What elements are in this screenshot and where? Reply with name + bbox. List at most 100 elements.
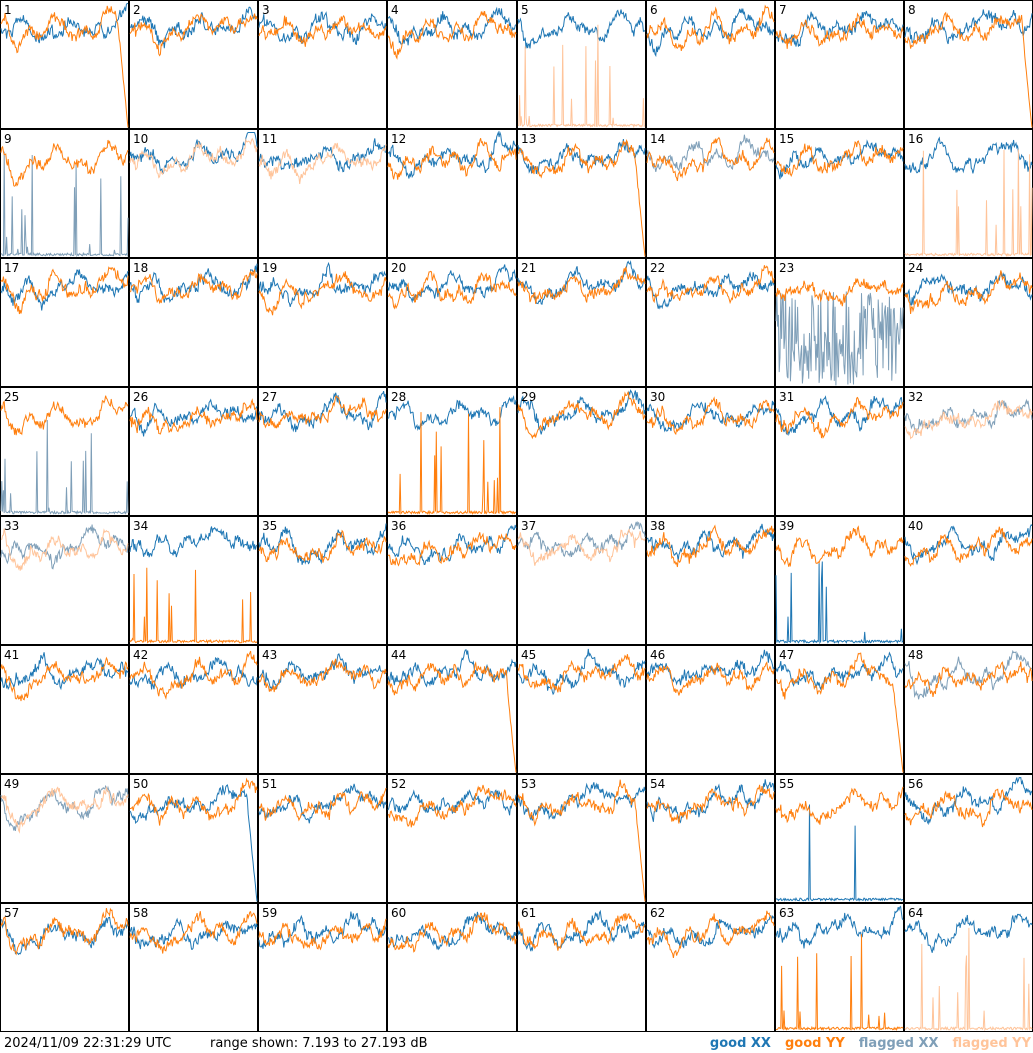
- panel-label: 11: [262, 132, 277, 146]
- panel-label: 36: [391, 519, 406, 533]
- series-yy-panel-28: [387, 407, 517, 516]
- panel-label: 13: [521, 132, 536, 146]
- panel-24: 24: [904, 258, 1033, 387]
- panel-label: 50: [133, 777, 148, 791]
- panel-52: 52: [387, 774, 517, 903]
- panel-label: 3: [262, 3, 270, 17]
- panel-31: 31: [775, 387, 904, 516]
- panel-5: 5: [517, 0, 646, 129]
- panel-frame: [0, 387, 129, 516]
- series-yy-panel-50: [130, 777, 258, 826]
- panel-frame: [904, 645, 1033, 774]
- panel-label: 4: [391, 3, 399, 17]
- panel-label: 40: [908, 519, 923, 533]
- panel-13: 13: [517, 129, 646, 258]
- series-xx-panel-10: [129, 132, 258, 174]
- series-yy-panel-3: [258, 14, 387, 47]
- series-yy-panel-36: [387, 532, 517, 567]
- series-yy-panel-63: [775, 934, 904, 1031]
- panel-label: 32: [908, 390, 923, 404]
- series-yy-panel-45: [517, 654, 646, 693]
- panel-frame: [129, 903, 258, 1032]
- series-yy-panel-37: [517, 528, 646, 566]
- series-yy-panel-41: [0, 656, 129, 702]
- series-yy-panel-53: [517, 779, 646, 902]
- panel-37: 37: [517, 516, 646, 645]
- series-xx-panel-58: [129, 917, 258, 950]
- panel-label: 22: [650, 261, 665, 275]
- panel-label: 26: [133, 390, 148, 404]
- series-xx-panel-52: [387, 789, 517, 816]
- panel-53: 53: [517, 774, 646, 903]
- series-xx-panel-11: [258, 138, 386, 173]
- series-yy-panel-22: [646, 265, 775, 305]
- panel-4: 4: [387, 0, 517, 129]
- series-yy-panel-16: [904, 149, 1033, 257]
- panel-label: 12: [391, 132, 406, 146]
- panel-frame: [0, 903, 129, 1032]
- panel-label: 58: [133, 906, 148, 920]
- panel-frame: [129, 0, 258, 129]
- panel-label: 28: [391, 390, 406, 404]
- panel-12: 12: [387, 129, 517, 258]
- series-yy-panel-55: [775, 786, 904, 825]
- series-xx-panel-34: [129, 526, 258, 558]
- series-yy-panel-7: [775, 12, 904, 49]
- series-xx-panel-51: [258, 783, 387, 824]
- panel-frame: [387, 645, 517, 774]
- panel-62: 62: [646, 903, 775, 1032]
- series-yy-panel-60: [387, 912, 517, 953]
- series-yy-panel-20: [387, 270, 517, 310]
- timestamp: 2024/11/09 22:31:29 UTC: [4, 1036, 172, 1051]
- series-yy-panel-24: [904, 270, 1033, 315]
- series-xx-panel-15: [775, 139, 904, 180]
- series-xx-panel-59: [258, 911, 387, 949]
- series-yy-panel-4: [387, 10, 517, 60]
- panel-frame: [258, 516, 387, 645]
- panel-label: 62: [650, 906, 665, 920]
- series-xx-panel-28: [387, 395, 517, 431]
- series-xx-panel-29: [517, 389, 646, 435]
- panel-frame: [258, 258, 387, 387]
- series-xx-panel-9: [0, 151, 129, 258]
- panel-frame: [775, 645, 904, 774]
- series-xx-panel-53: [517, 782, 646, 821]
- series-xx-panel-48: [904, 649, 1033, 700]
- series-xx-panel-16: [904, 136, 1033, 174]
- series-xx-panel-41: [0, 652, 129, 691]
- panel-frame: [775, 516, 904, 645]
- panel-16: 16: [904, 129, 1033, 258]
- panel-label: 34: [133, 519, 148, 533]
- panel-label: 2: [133, 3, 141, 17]
- series-yy-panel-61: [517, 913, 646, 951]
- legend-good-xx: good XX: [709, 1036, 771, 1051]
- panel-frame: [646, 129, 775, 258]
- series-yy-panel-17: [0, 266, 129, 315]
- panel-58: 58: [129, 903, 258, 1032]
- series-xx-panel-14: [646, 134, 775, 173]
- series-xx-panel-3: [258, 11, 387, 46]
- series-yy-panel-31: [775, 396, 904, 439]
- series-xx-panel-25: [0, 419, 129, 516]
- panel-42: 42: [129, 645, 258, 774]
- series-yy-panel-6: [646, 4, 775, 51]
- series-yy-panel-19: [258, 271, 387, 316]
- panel-19: 19: [258, 258, 387, 387]
- panel-frame: [387, 903, 517, 1032]
- panel-8: 8: [904, 0, 1033, 129]
- panel-label: 5: [521, 3, 529, 17]
- panel-frame: [0, 258, 129, 387]
- panel-frame: [387, 516, 517, 645]
- series-yy-panel-11: [258, 142, 387, 185]
- panel-frame: [517, 129, 646, 258]
- panel-frame: [646, 258, 775, 387]
- panel-10: 10: [129, 129, 258, 258]
- series-yy-panel-52: [387, 784, 517, 828]
- series-yy-panel-8: [904, 11, 1033, 128]
- panel-label: 15: [779, 132, 794, 146]
- panel-label: 39: [779, 519, 794, 533]
- panel-label: 53: [521, 777, 536, 791]
- panel-3: 3: [258, 0, 387, 129]
- panel-label: 27: [262, 390, 277, 404]
- panel-22: 22: [646, 258, 775, 387]
